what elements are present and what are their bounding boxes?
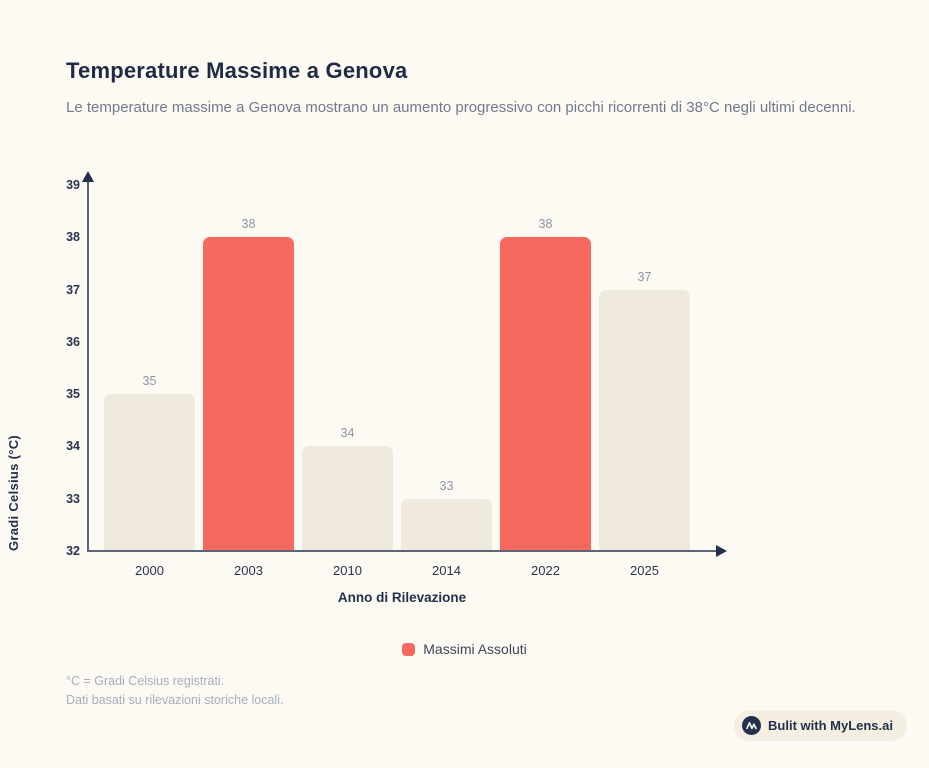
bar-2014: 33 bbox=[401, 479, 492, 551]
plot-area: 32 33 34 35 36 37 38 39 35 38 34 33 38 37 bbox=[66, 171, 727, 558]
y-axis-ticks: 32 33 34 35 36 37 38 39 bbox=[44, 178, 80, 558]
y-axis-title: Gradi Celsius (°C) bbox=[6, 434, 21, 551]
x-tick-label: 2022 bbox=[531, 563, 560, 578]
chart-legend: Massimi Assoluti bbox=[0, 641, 929, 657]
bars-container: 35 38 34 33 38 37 bbox=[88, 185, 716, 551]
bar-2025: 37 bbox=[599, 270, 690, 551]
bar-value-label: 33 bbox=[439, 479, 454, 493]
mylens-badge[interactable]: Bulit with MyLens.ai bbox=[734, 710, 907, 741]
bar-2003: 38 bbox=[203, 217, 294, 551]
legend-label: Massimi Assoluti bbox=[423, 641, 527, 657]
bar-2000: 35 bbox=[104, 374, 195, 551]
y-axis-arrow-icon bbox=[82, 171, 94, 182]
y-tick-label: 38 bbox=[66, 230, 80, 245]
y-tick-label: 34 bbox=[66, 439, 80, 454]
y-tick-label: 36 bbox=[66, 334, 80, 349]
footnote-line: Dati basati su rilevazioni storiche loca… bbox=[66, 693, 284, 707]
page-title: Temperature Massime a Genova bbox=[66, 58, 408, 83]
x-tick-label: 2014 bbox=[432, 563, 461, 578]
x-axis-title: Anno di Rilevazione bbox=[337, 590, 467, 605]
x-axis-ticks: 2000 2003 2010 2014 2022 2025 bbox=[88, 563, 716, 578]
x-tick-label: 2003 bbox=[234, 563, 263, 578]
page-subtitle: Le temperature massime a Genova mostrano… bbox=[66, 99, 856, 116]
x-tick-label: 2000 bbox=[135, 563, 164, 578]
bar-value-label: 38 bbox=[538, 217, 553, 231]
y-tick-label: 39 bbox=[66, 178, 80, 192]
footnote-line: °C = Gradi Celsius registrati. bbox=[66, 674, 225, 688]
x-axis-arrow-icon bbox=[716, 545, 727, 557]
bar-value-label: 34 bbox=[340, 426, 355, 440]
x-tick-label: 2010 bbox=[333, 563, 362, 578]
y-axis-line bbox=[87, 181, 89, 551]
mylens-badge-label: Bulit with MyLens.ai bbox=[768, 718, 893, 733]
y-tick-label: 33 bbox=[66, 491, 80, 506]
legend-swatch bbox=[402, 642, 416, 656]
y-tick-label: 35 bbox=[66, 387, 80, 402]
mylens-logo-icon bbox=[742, 716, 762, 735]
x-axis-line bbox=[87, 550, 717, 552]
bar-2010: 34 bbox=[302, 426, 393, 551]
bar-2022: 38 bbox=[500, 217, 591, 551]
x-tick-label: 2025 bbox=[630, 563, 659, 578]
bar-value-label: 38 bbox=[241, 217, 256, 231]
bar-value-label: 37 bbox=[637, 270, 652, 284]
footnotes: °C = Gradi Celsius registrati. Dati basa… bbox=[66, 672, 283, 710]
y-tick-label: 32 bbox=[66, 544, 80, 558]
bar-value-label: 35 bbox=[142, 374, 157, 388]
y-tick-label: 37 bbox=[66, 282, 80, 297]
